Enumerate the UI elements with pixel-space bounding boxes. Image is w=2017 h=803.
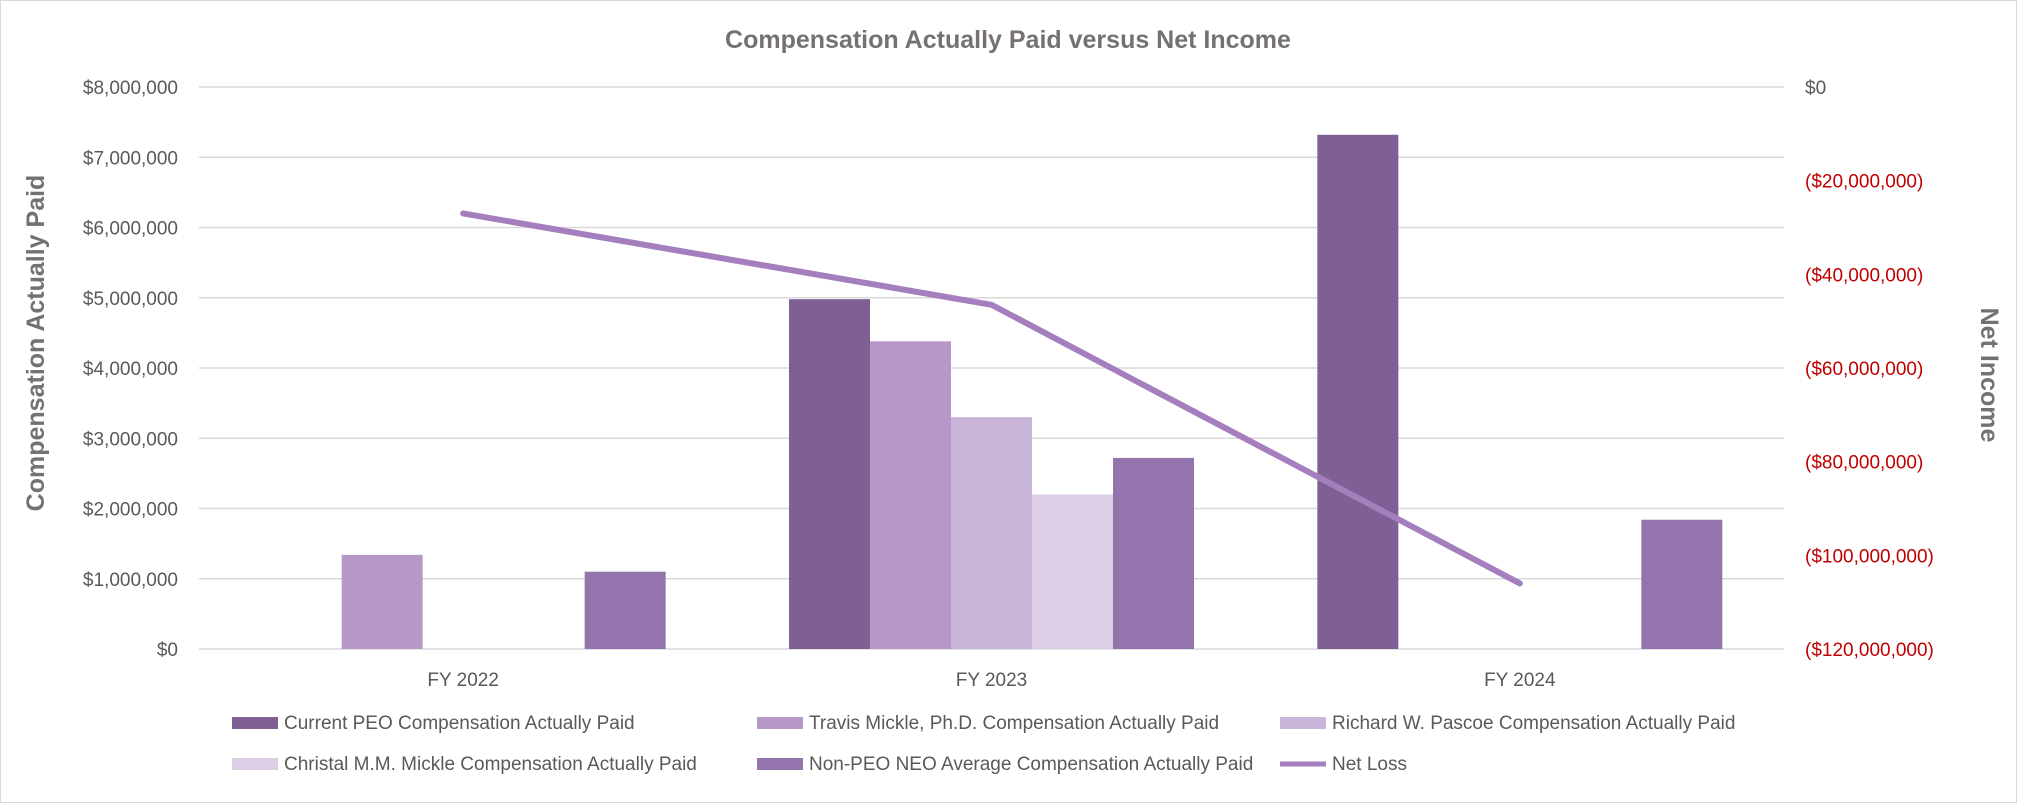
y-tick-label: $8,000,000 [83, 78, 178, 99]
bar [1317, 134, 1399, 649]
legend-swatch [232, 758, 278, 770]
x-tick-label: FY 2022 [427, 670, 498, 691]
y2-tick-label: ($60,000,000) [1805, 359, 1923, 380]
legend-label: Current PEO Compensation Actually Paid [284, 713, 635, 734]
y2-tick-label: ($100,000,000) [1805, 546, 1934, 567]
bar [584, 571, 666, 649]
y-tick-label: $5,000,000 [83, 289, 178, 310]
legend-swatch [757, 717, 803, 729]
x-tick-label: FY 2023 [956, 670, 1027, 691]
y2-axis-title: Net Income [1975, 308, 2003, 443]
legend-label: Travis Mickle, Ph.D. Compensation Actual… [809, 713, 1219, 734]
bar [951, 417, 1032, 649]
x-tick-label: FY 2024 [1484, 670, 1556, 691]
legend-swatch [1280, 717, 1326, 729]
legend-label: Non-PEO NEO Average Compensation Actuall… [809, 754, 1253, 775]
y-tick-label: $6,000,000 [83, 219, 178, 240]
y-axis-ticks: $0 $1,000,000 $2,000,000 $3,000,000 $4,000,0… [83, 78, 178, 661]
y2-tick-label: ($80,000,000) [1805, 453, 1923, 474]
bar [870, 341, 951, 649]
bar [789, 299, 870, 649]
legend-label: Christal M.M. Mickle Compensation Actual… [284, 754, 697, 775]
bar [341, 554, 423, 649]
legend-swatch [232, 717, 278, 729]
legend-label: Net Loss [1332, 754, 1407, 775]
y-tick-label: $0 [157, 640, 178, 661]
x-axis-ticks: FY 2022 FY 2023 FY 2024 [427, 670, 1556, 691]
y2-tick-label: ($20,000,000) [1805, 172, 1923, 193]
y-tick-label: $3,000,000 [83, 429, 178, 450]
line-series [460, 210, 1523, 587]
y2-tick-label: ($120,000,000) [1805, 640, 1934, 661]
chart-title: Compensation Actually Paid versus Net In… [725, 26, 1291, 54]
legend-swatch [757, 758, 803, 770]
legend-label: Richard W. Pascoe Compensation Actually … [1332, 713, 1735, 734]
y-tick-label: $4,000,000 [83, 359, 178, 380]
y-tick-label: $7,000,000 [83, 148, 178, 169]
y-axis-title: Compensation Actually Paid [22, 175, 50, 512]
bar [1113, 457, 1194, 649]
bar [1641, 519, 1723, 649]
gridlines [199, 86, 1784, 650]
y2-tick-label: ($40,000,000) [1805, 265, 1923, 286]
y-tick-label: $1,000,000 [83, 570, 178, 591]
net-loss-point [461, 211, 465, 215]
legend: Current PEO Compensation Actually Paid Tr… [232, 713, 1735, 775]
net-loss-point [1518, 581, 1522, 585]
bar [1032, 494, 1113, 649]
net-loss-point [990, 303, 993, 307]
y-tick-label: $2,000,000 [83, 500, 178, 521]
y2-tick-label: $0 [1805, 78, 1826, 99]
y2-axis-ticks: $0 ($20,000,000) ($40,000,000) ($60,000,000… [1805, 78, 1934, 661]
bar-series [341, 134, 1723, 649]
